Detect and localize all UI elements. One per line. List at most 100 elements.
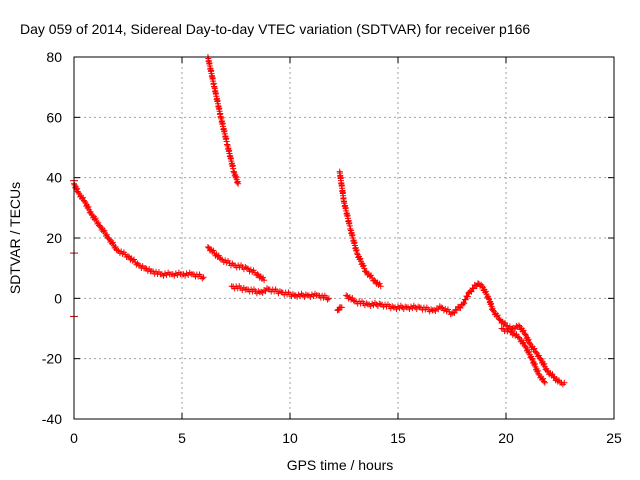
data-point (131, 256, 137, 263)
series-track-f (343, 280, 568, 388)
data-point (142, 265, 149, 272)
x-tick-label: 5 (178, 430, 186, 446)
x-tick-label: 20 (498, 430, 514, 446)
data-point (235, 180, 242, 187)
data-point (555, 377, 562, 384)
data-point (526, 348, 533, 355)
series-track-h (334, 304, 345, 314)
data-point (515, 334, 522, 341)
data-point (371, 277, 378, 284)
data-point (368, 272, 374, 279)
data-point (88, 210, 95, 217)
data-point (438, 304, 445, 311)
data-point (200, 274, 207, 281)
data-point (541, 360, 548, 367)
data-point (501, 319, 508, 326)
data-point (105, 235, 112, 241)
data-point (464, 293, 471, 300)
data-point (526, 340, 533, 347)
data-point (95, 219, 102, 226)
data-point (479, 283, 486, 290)
data-point (525, 336, 532, 343)
data-point (243, 265, 250, 272)
data-point (363, 300, 370, 307)
data-point (482, 288, 489, 295)
data-point (81, 198, 88, 205)
data-point (261, 277, 268, 284)
data-point (324, 296, 331, 303)
data-point (457, 304, 464, 311)
data-point (199, 275, 206, 282)
x-tick-labels: 0 5 10 15 20 25 (70, 430, 622, 446)
data-point (135, 262, 142, 269)
data-point (343, 292, 350, 299)
data-point (528, 355, 535, 362)
series-track-a (71, 180, 207, 282)
data-point (474, 280, 481, 287)
data-point (210, 247, 217, 254)
x-tick-label: 15 (390, 430, 406, 446)
data-point (302, 291, 309, 298)
axis-ticks (73, 56, 615, 420)
data-point (361, 265, 368, 272)
data-point (520, 339, 527, 346)
data-point (540, 375, 547, 382)
data-point (254, 271, 261, 278)
data-point (85, 203, 92, 210)
data-point (541, 379, 548, 386)
data-point (470, 285, 477, 292)
data-point (276, 288, 283, 295)
data-point (357, 255, 364, 262)
y-tick-label: 20 (46, 230, 62, 246)
data-point (338, 304, 345, 311)
data-point (534, 367, 541, 374)
data-point (468, 288, 475, 295)
data-point (376, 300, 383, 307)
data-point (103, 231, 110, 238)
x-tick-label: 0 (70, 430, 78, 446)
data-point (515, 322, 522, 329)
y-tick-label: 0 (54, 290, 62, 306)
x-tick-label: 10 (282, 430, 298, 446)
x-axis-label: GPS time / hours (287, 457, 394, 473)
data-point (114, 247, 121, 254)
data-point (96, 222, 103, 229)
data-point (549, 371, 556, 378)
data-point (540, 378, 547, 385)
data-point (260, 274, 266, 281)
data-point (255, 288, 262, 295)
y-tick-label: -20 (42, 351, 62, 367)
data-point (148, 268, 155, 275)
data-point (79, 194, 86, 201)
series-track-b (204, 54, 242, 187)
data-point (498, 325, 505, 332)
data-points (70, 54, 568, 388)
data-point (490, 307, 497, 314)
chart-title: Day 059 of 2014, Sidereal Day-to-day VTE… (20, 21, 530, 37)
y-tick-label: -40 (42, 411, 62, 427)
data-point (92, 215, 99, 222)
data-point (535, 370, 542, 377)
data-point (389, 303, 396, 310)
data-point (289, 291, 296, 298)
data-point (550, 373, 557, 380)
data-point (507, 328, 514, 335)
data-point (494, 312, 501, 319)
data-point (561, 379, 568, 386)
data-point (459, 301, 466, 308)
data-point (535, 352, 542, 359)
data-point (350, 297, 357, 304)
series-track-g (498, 325, 548, 386)
y-tick-labels: -40 -20 0 20 40 60 80 (42, 49, 62, 427)
data-point (462, 296, 469, 303)
data-point (353, 250, 360, 257)
data-point (522, 331, 529, 338)
data-point (74, 185, 81, 192)
grid-lines (74, 57, 614, 419)
y-tick-label: 60 (46, 109, 62, 125)
data-point (531, 360, 538, 367)
data-point (522, 343, 529, 350)
data-point (362, 268, 369, 275)
data-point (204, 244, 211, 251)
